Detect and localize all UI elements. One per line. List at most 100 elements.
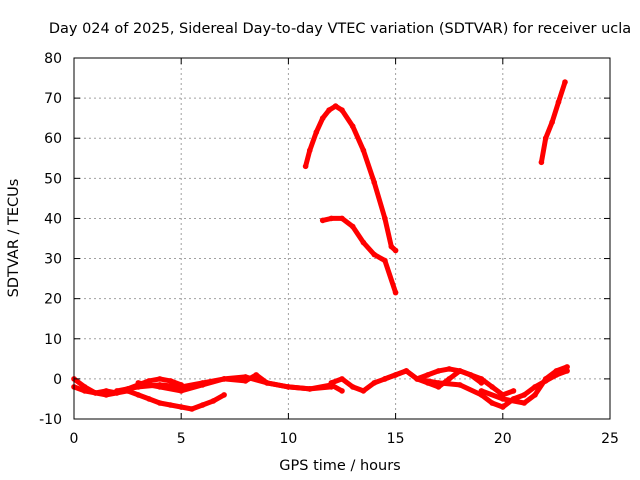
y-tick-label: 20: [44, 292, 62, 308]
data-point: [392, 289, 399, 296]
data-point: [349, 384, 356, 390]
data-point: [242, 378, 249, 384]
data-point: [157, 376, 163, 382]
data-point: [414, 376, 420, 382]
data-point: [313, 129, 320, 135]
data-point: [478, 376, 485, 382]
data-point: [392, 247, 399, 254]
data-point: [199, 402, 206, 408]
data-point: [371, 380, 378, 386]
data-point: [221, 392, 227, 398]
y-tick-label: 10: [44, 332, 62, 348]
grid: [74, 58, 610, 419]
data-point: [307, 386, 313, 392]
data-point: [457, 368, 463, 374]
data-point: [478, 388, 485, 394]
data-point: [332, 103, 339, 109]
data-point: [521, 392, 527, 398]
y-tick-label: 80: [44, 51, 62, 67]
data-point: [328, 380, 335, 386]
data-point: [264, 380, 270, 386]
data-point: [146, 396, 152, 402]
data-point: [339, 107, 345, 113]
data-point: [521, 400, 527, 406]
axis-ticks: 0 5 10 15 20 25 -10 0 10 20 30 40 50 60 70 80: [39, 51, 619, 447]
data-point: [489, 384, 495, 390]
data-point: [360, 239, 367, 246]
data-point: [135, 392, 142, 398]
x-tick-label: 15: [387, 431, 405, 447]
data-point: [328, 215, 335, 222]
data-point: [319, 115, 326, 121]
data-point: [307, 147, 313, 154]
data-point: [532, 392, 538, 398]
data-point: [81, 384, 88, 390]
data-point: [178, 388, 184, 394]
data-point: [542, 135, 549, 141]
data-point: [167, 402, 174, 408]
data-point: [457, 382, 463, 388]
y-tick-label: 50: [44, 171, 62, 187]
data-point: [382, 376, 388, 382]
data-point: [221, 376, 227, 382]
data-point: [382, 215, 388, 222]
data-point: [510, 388, 517, 394]
data-point: [189, 406, 195, 412]
series-track-j: [320, 215, 399, 296]
data-point: [435, 380, 442, 386]
data-point: [328, 384, 335, 390]
data-point: [371, 179, 378, 186]
data-point: [199, 382, 206, 388]
y-tick-label: 30: [44, 252, 62, 268]
y-tick-label: -10: [39, 412, 62, 428]
data-point: [382, 257, 388, 264]
x-tick-label: 10: [279, 431, 297, 447]
data-point: [446, 366, 453, 372]
x-tick-label: 25: [601, 431, 619, 447]
data-point: [542, 376, 549, 382]
data-point: [532, 384, 538, 390]
y-tick-label: 60: [44, 131, 62, 147]
data-point: [360, 147, 367, 154]
data-point: [538, 159, 545, 166]
data-point: [157, 384, 163, 390]
series-group: [71, 79, 570, 412]
data-point: [562, 79, 568, 85]
data-point: [103, 392, 109, 398]
data-point: [500, 396, 506, 402]
data-point: [339, 215, 345, 222]
plot-frame: [73, 57, 611, 420]
data-point: [302, 163, 309, 170]
data-point: [549, 119, 555, 125]
data-point: [349, 123, 356, 129]
data-point: [285, 384, 292, 390]
data-point: [135, 380, 142, 386]
x-tick-label: 0: [70, 431, 79, 447]
data-point: [467, 372, 474, 378]
y-tick-label: 40: [44, 211, 62, 227]
data-point: [371, 251, 378, 258]
data-point: [339, 376, 345, 382]
data-point: [360, 388, 367, 394]
data-point: [210, 398, 217, 404]
data-point: [349, 223, 356, 230]
data-point: [326, 107, 332, 113]
data-point: [446, 376, 453, 382]
data-point: [114, 388, 120, 394]
data-point: [253, 372, 259, 378]
y-axis-label: SDTVAR / TECUs: [6, 179, 22, 298]
data-point: [555, 99, 562, 105]
data-point: [319, 217, 326, 224]
data-point: [92, 390, 99, 396]
y-tick-label: 70: [44, 91, 62, 107]
data-point: [425, 372, 431, 378]
data-point: [178, 404, 184, 410]
data-point: [388, 243, 395, 250]
data-point: [435, 368, 442, 374]
data-point: [339, 388, 345, 394]
x-axis-label: GPS time / hours: [279, 458, 400, 474]
data-point: [403, 368, 410, 374]
data-point: [553, 368, 560, 374]
y-tick-label: 0: [53, 372, 62, 388]
